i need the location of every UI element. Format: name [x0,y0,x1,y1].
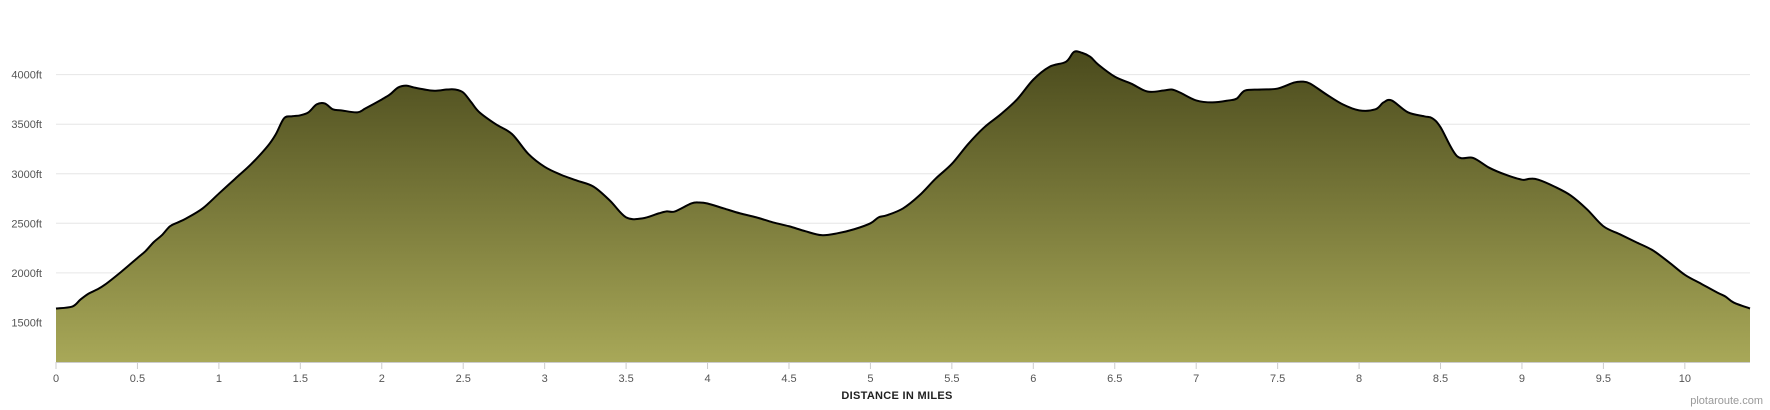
x-tick-label: 0 [53,373,59,385]
x-axis-title: DISTANCE IN MILES [841,390,952,402]
x-tick-label: 8 [1356,373,1362,385]
x-tick-label: 10 [1679,373,1691,385]
y-tick-label: 2500ft [11,218,42,230]
x-tick-label: 3 [542,373,548,385]
x-tick-label: 2 [379,373,385,385]
x-tick-label: 5.5 [944,373,959,385]
elevation-line [55,50,1751,310]
x-tick-label: 0.5 [130,373,145,385]
x-tick-label: 4 [704,373,710,385]
plot-area [55,50,1751,363]
x-tick-label: 3.5 [618,373,633,385]
x-tick-label: 9.5 [1596,373,1611,385]
y-axis-tick-labels: 1500ft 2000ft 2500ft 3000ft 3500ft 4000ft [11,70,42,330]
x-axis-tick-labels: 0 0.5 1 1.5 2 2.5 3 3.5 4 4.5 5 5.5 6 6.5 7 7.5 8 8.5 9 9.5… [53,373,1691,385]
y-tick-label: 3000ft [11,169,42,181]
x-tick-label: 7 [1193,373,1199,385]
x-tick-label: 6 [1030,373,1036,385]
x-axis-ticks [55,362,1686,369]
x-tick-label: 6.5 [1107,373,1122,385]
x-tick-label: 8.5 [1433,373,1448,385]
x-tick-label: 9 [1519,373,1525,385]
x-tick-label: 2.5 [456,373,471,385]
y-tick-label: 3500ft [11,119,42,131]
y-tick-label: 1500ft [11,317,42,329]
x-tick-label: 1 [216,373,222,385]
y-tick-label: 2000ft [11,268,42,280]
x-tick-label: 5 [867,373,873,385]
x-tick-label: 7.5 [1270,373,1285,385]
x-tick-label: 4.5 [781,373,796,385]
credit-label[interactable]: plotaroute.com [1690,395,1763,407]
elevation-area-fill [56,51,1750,363]
y-tick-label: 4000ft [11,70,42,82]
x-tick-label: 1.5 [293,373,308,385]
